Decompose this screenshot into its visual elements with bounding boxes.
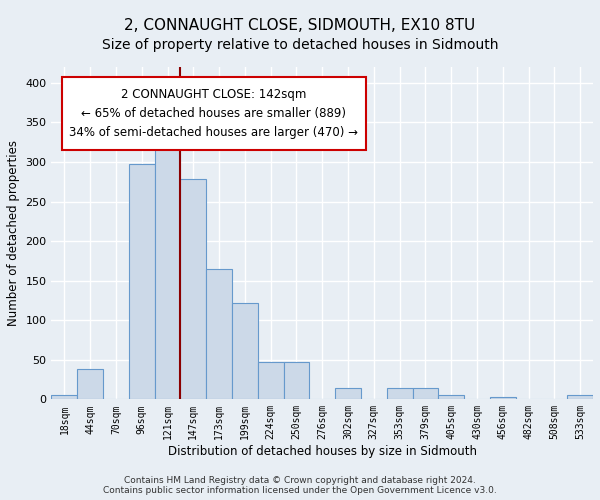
Y-axis label: Number of detached properties: Number of detached properties bbox=[7, 140, 20, 326]
Bar bbox=[490, 397, 515, 400]
Bar bbox=[155, 142, 181, 400]
Text: Size of property relative to detached houses in Sidmouth: Size of property relative to detached ho… bbox=[102, 38, 498, 52]
Bar bbox=[413, 388, 439, 400]
Bar bbox=[77, 370, 103, 400]
Text: Contains HM Land Registry data © Crown copyright and database right 2024.
Contai: Contains HM Land Registry data © Crown c… bbox=[103, 476, 497, 495]
Bar bbox=[129, 164, 155, 400]
Bar bbox=[335, 388, 361, 400]
Bar bbox=[52, 396, 77, 400]
Bar bbox=[181, 180, 206, 400]
FancyBboxPatch shape bbox=[62, 77, 365, 150]
Bar bbox=[232, 303, 258, 400]
X-axis label: Distribution of detached houses by size in Sidmouth: Distribution of detached houses by size … bbox=[168, 445, 477, 458]
Bar bbox=[284, 362, 310, 400]
Bar bbox=[258, 362, 284, 400]
Text: 2, CONNAUGHT CLOSE, SIDMOUTH, EX10 8TU: 2, CONNAUGHT CLOSE, SIDMOUTH, EX10 8TU bbox=[124, 18, 476, 32]
Bar bbox=[439, 396, 464, 400]
Bar bbox=[387, 388, 413, 400]
Bar bbox=[206, 269, 232, 400]
Bar bbox=[567, 396, 593, 400]
Text: 2 CONNAUGHT CLOSE: 142sqm
← 65% of detached houses are smaller (889)
34% of semi: 2 CONNAUGHT CLOSE: 142sqm ← 65% of detac… bbox=[70, 88, 358, 139]
